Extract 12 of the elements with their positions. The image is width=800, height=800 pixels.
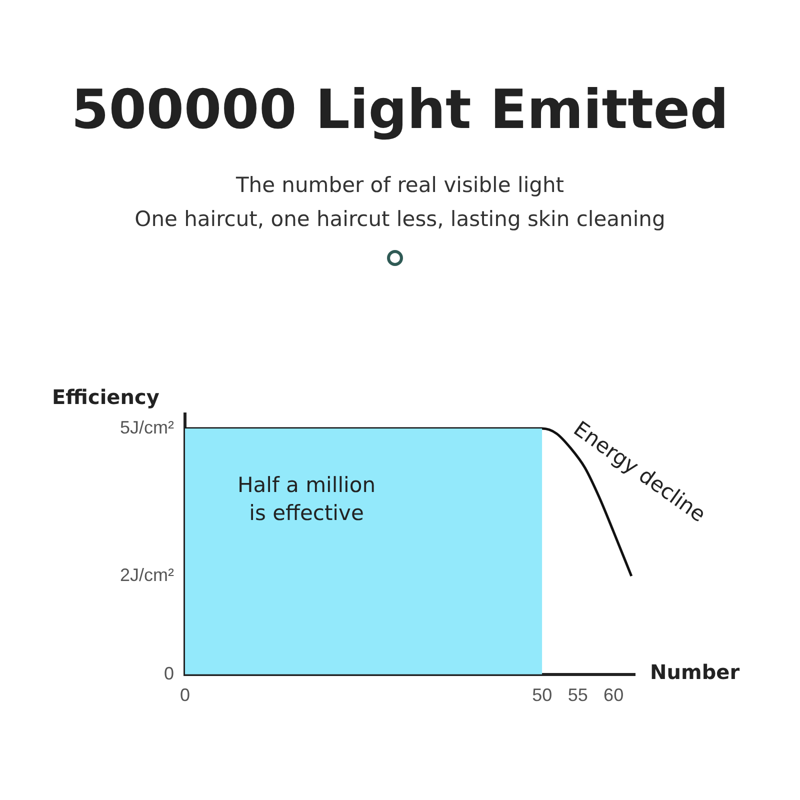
annotation: Half a million is effective: [237, 472, 376, 525]
y-tick-label: 0: [164, 663, 174, 684]
x-axis-title: Number: [650, 660, 740, 684]
y-axis-title: Efficiency: [52, 385, 160, 409]
chart-title: 500000 Light Emitted: [70, 78, 730, 141]
x-tick-label: 50: [532, 685, 552, 706]
y-tick-label: 5J/cm²: [120, 418, 174, 438]
chart-subtitle: The number of real visible light One haircut, one haircut less, lasting skin cleaning: [134, 172, 666, 233]
x-tick-label: 55: [568, 685, 588, 706]
x-tick-label: 0: [180, 685, 190, 706]
x-tick-label: 60: [604, 685, 624, 706]
y-tick-label: 2J/cm²: [120, 565, 174, 586]
